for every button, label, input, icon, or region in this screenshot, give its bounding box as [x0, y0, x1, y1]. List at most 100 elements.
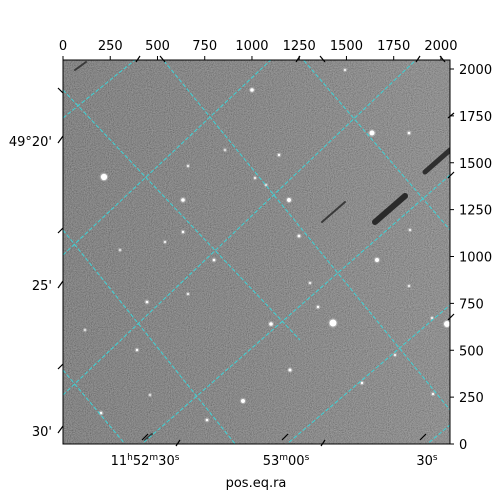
- grid-line: [426, 424, 450, 444]
- top-tick-label: 1750: [377, 39, 410, 54]
- ra-axis-labels: 11h52m30s 53m00s 30s: [111, 453, 438, 469]
- grid-line: [286, 304, 450, 444]
- world-tick-mark: [175, 439, 181, 447]
- top-tick-label: 0: [59, 39, 67, 54]
- star-icon: [309, 282, 311, 284]
- star-icon: [407, 131, 411, 135]
- grid-line: [63, 369, 126, 444]
- world-tick-mark: [57, 425, 64, 434]
- grid-line: [63, 60, 417, 396]
- star-icon: [212, 258, 216, 262]
- star-icon: [444, 321, 450, 327]
- dec-tick-label: 49°20': [9, 135, 52, 150]
- star-icon: [99, 411, 103, 415]
- grid-line: [63, 60, 272, 256]
- world-tick-mark: [319, 55, 326, 63]
- satellite-trails: [74, 61, 450, 441]
- satellite-trail-icon: [74, 61, 87, 71]
- right-tick-label: 1500: [459, 157, 492, 172]
- star-icon: [297, 234, 301, 238]
- right-tick-label: 1750: [459, 110, 492, 125]
- world-tick-mark: [57, 135, 64, 144]
- star-icon: [394, 354, 396, 356]
- ra-tick-label: 30s: [416, 453, 438, 469]
- grid-line: [63, 229, 236, 444]
- star-icon: [224, 149, 226, 151]
- top-tick-label: 2000: [424, 39, 457, 54]
- star-icon: [84, 329, 86, 331]
- sky-noise: [63, 60, 450, 444]
- satellite-trail-icon: [422, 147, 450, 175]
- right-tick-label: 2000: [459, 63, 492, 78]
- star-icon: [100, 173, 108, 181]
- dec-axis-labels: 49°20' 25' 30': [9, 135, 52, 440]
- world-tick-mark: [141, 433, 149, 441]
- star-icon: [187, 293, 189, 295]
- right-tick-label: 1250: [459, 204, 492, 219]
- top-tick-label: 1250: [283, 39, 316, 54]
- world-tick-mark: [439, 55, 446, 63]
- right-pixel-axis: 0 250 500 750 1000 1250 1500 1750 2000: [459, 63, 492, 453]
- star-icon: [119, 249, 121, 251]
- top-tick-label: 500: [145, 39, 170, 54]
- star-icon: [145, 300, 149, 304]
- world-tick-mark: [415, 55, 421, 63]
- right-tick-label: 500: [459, 344, 484, 359]
- satellite-trail-icon: [144, 433, 153, 441]
- star-icon: [149, 394, 151, 396]
- dec-tick-label: 25': [32, 279, 52, 294]
- star-icon: [329, 319, 337, 327]
- x-axis-label: pos.eq.ra: [226, 476, 287, 491]
- ra-tick-label: 53m00s: [263, 453, 310, 469]
- grid-line: [63, 89, 301, 341]
- satellite-trail-icon: [321, 201, 346, 223]
- star-icon: [181, 230, 185, 234]
- world-tick-mark: [57, 227, 64, 234]
- world-tick-mark: [419, 433, 427, 441]
- star-icon: [409, 229, 411, 231]
- star-icon: [431, 392, 435, 396]
- world-tick-mark: [447, 112, 455, 119]
- star-icon: [369, 130, 375, 136]
- top-tick-label: 1500: [330, 39, 363, 54]
- grid-line: [162, 60, 450, 411]
- star-icon: [431, 317, 433, 319]
- star-icon: [360, 381, 364, 385]
- world-tick-mark: [57, 280, 64, 289]
- star-icon: [288, 368, 292, 372]
- world-tick-mark: [447, 313, 455, 321]
- right-tick-label: 750: [459, 297, 484, 312]
- star-icon: [250, 88, 254, 92]
- star-icon: [135, 348, 139, 352]
- stars: [82, 67, 450, 423]
- star-icon: [344, 69, 346, 71]
- star-icon: [265, 184, 267, 186]
- world-tick-mark: [57, 87, 64, 94]
- star-icon: [277, 153, 281, 157]
- world-tick-mark: [295, 55, 301, 63]
- top-tick-label: 250: [98, 39, 123, 54]
- top-tick-label: 1000: [235, 39, 268, 54]
- satellite-trail-icon: [372, 193, 408, 225]
- top-tick-label: 750: [192, 39, 217, 54]
- tick-marks: [57, 55, 455, 447]
- world-tick-mark: [281, 433, 289, 441]
- world-tick-mark: [159, 55, 166, 63]
- grid-line: [63, 60, 136, 119]
- grid-line: [141, 174, 450, 444]
- star-icon: [254, 177, 256, 179]
- dec-tick-label: 30': [32, 425, 52, 440]
- sky-image: [63, 60, 450, 444]
- top-pixel-axis: 0 250 500 750 1000 1250 1500 1750 2000: [59, 39, 458, 54]
- world-tick-mark: [447, 171, 455, 179]
- right-tick-label: 1000: [459, 251, 492, 266]
- grid-line: [302, 60, 450, 231]
- world-tick-mark: [57, 363, 64, 370]
- star-icon: [316, 305, 320, 309]
- star-icon: [287, 198, 291, 202]
- coordinate-grid: [63, 60, 450, 444]
- star-icon: [205, 418, 209, 422]
- star-icon: [269, 322, 273, 326]
